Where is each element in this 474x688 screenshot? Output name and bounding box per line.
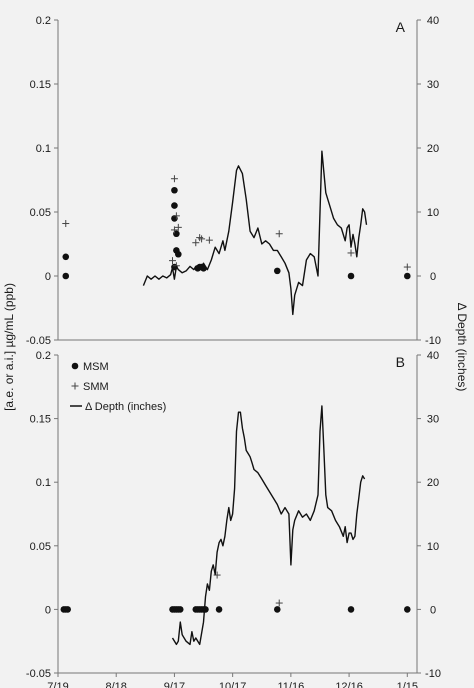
smm-point	[192, 239, 200, 247]
msm-point	[171, 186, 178, 194]
left-axis-title: [a.e. or a.i.] µg/mL (ppb)	[2, 283, 16, 411]
legend-label: Δ Depth (inches)	[85, 401, 166, 413]
right-tick-label: 10	[427, 541, 439, 553]
left-tick-label: 0.1	[36, 477, 51, 489]
right-tick-label: 0	[430, 271, 436, 283]
smm-point	[275, 599, 283, 607]
msm-point	[347, 606, 355, 613]
smm-point	[213, 571, 221, 579]
msm-point	[62, 272, 70, 280]
right-tick-label: 30	[427, 79, 439, 91]
right-tick-label: 10	[427, 207, 439, 219]
smm-point	[403, 263, 411, 271]
smm-point	[170, 175, 178, 183]
right-axis-title: Δ Depth (inches)	[455, 303, 469, 392]
x-tick-label: 1/15	[397, 681, 418, 688]
panel-a: 0.2 0.15 0.1 0.05 0 -0.05 40 30 20 10 0 -10 A	[26, 15, 441, 347]
smm-point	[205, 236, 213, 244]
series-msm	[62, 186, 411, 280]
left-tick-label: -0.05	[26, 335, 51, 347]
smm-point	[168, 257, 176, 265]
right-tick-label: 30	[427, 414, 439, 426]
msm-point	[403, 272, 411, 280]
smm-point	[198, 235, 206, 243]
right-tick-label: 40	[427, 15, 439, 27]
msm-point	[347, 272, 355, 280]
msm-point	[273, 267, 281, 275]
msm-point	[175, 250, 182, 258]
msm-point	[403, 606, 411, 613]
left-tick-label: -0.05	[26, 668, 51, 680]
left-tick-label: 0.05	[30, 207, 51, 219]
smm-point	[275, 230, 283, 238]
legend-label: MSM	[83, 361, 109, 373]
msm-point	[215, 606, 223, 613]
smm-point	[172, 212, 180, 220]
left-tick-label: 0.2	[36, 350, 51, 362]
series--depth-inches-	[171, 405, 366, 646]
left-tick-label: 0.1	[36, 143, 51, 155]
msm-point	[64, 606, 72, 613]
smm-point	[174, 223, 182, 231]
legend: MSM SMM Δ Depth (inches)	[70, 361, 166, 413]
x-tick-label: 10/17	[219, 681, 247, 688]
x-tick-label: 11/16	[278, 681, 305, 688]
depth-line	[142, 150, 368, 316]
x-tick-label: 12/16	[335, 681, 363, 688]
right-tick-label: -10	[425, 335, 441, 347]
left-tick-label: 0.2	[36, 15, 51, 27]
msm-point	[171, 202, 178, 209]
left-tick-label: 0.15	[30, 79, 51, 91]
series-smm	[62, 175, 411, 271]
panel-label: B	[396, 354, 405, 370]
smm-point	[196, 234, 204, 242]
panel-b: 0.2 0.15 0.1 0.05 0 -0.05 40 30 20 10 0 -10 7/19 8/18…	[2, 283, 469, 688]
legend-circle-swatch	[71, 362, 79, 370]
right-tick-label: 20	[427, 143, 439, 155]
legend-label: SMM	[83, 381, 109, 393]
series-msm	[60, 606, 411, 613]
left-tick-label: 0	[45, 271, 51, 283]
msm-point	[202, 606, 209, 613]
right-tick-label: 0	[430, 604, 436, 616]
right-tick-label: -10	[425, 668, 441, 680]
msm-point	[62, 253, 70, 261]
msm-point	[176, 606, 184, 613]
smm-point	[62, 220, 70, 228]
right-tick-label: 40	[427, 350, 439, 362]
left-tick-label: 0	[45, 604, 51, 616]
x-tick-label: 8/18	[106, 681, 127, 688]
msm-point	[273, 606, 281, 613]
x-tick-label: 7/19	[47, 681, 68, 688]
depth-line	[171, 405, 366, 646]
panel-label: A	[396, 19, 406, 35]
series--depth-inches-	[142, 150, 368, 316]
series-smm	[213, 571, 283, 607]
left-tick-label: 0.05	[30, 541, 51, 553]
smm-point	[170, 226, 178, 234]
right-tick-label: 20	[427, 477, 439, 489]
x-tick-label: 9/17	[164, 681, 185, 688]
smm-point	[347, 249, 355, 257]
left-tick-label: 0.15	[30, 414, 51, 426]
